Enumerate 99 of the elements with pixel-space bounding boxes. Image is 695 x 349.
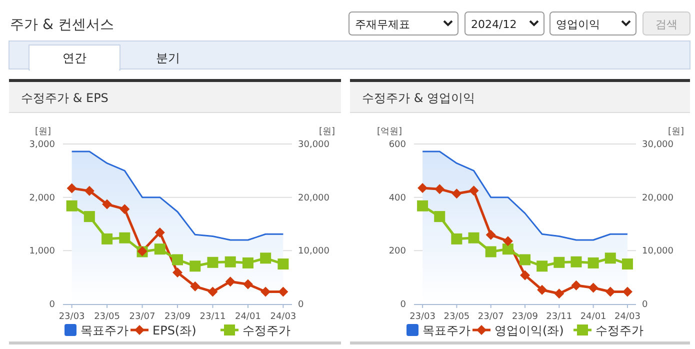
- legend-label: 목표주가: [422, 324, 470, 338]
- point: [468, 186, 479, 196]
- point: [120, 204, 130, 214]
- y2-axis-title: [원]: [318, 127, 335, 137]
- y2-tick-label: 30,000: [642, 140, 674, 150]
- point: [208, 286, 218, 297]
- x-tick-label: 23/11: [546, 312, 572, 322]
- point: [554, 288, 564, 299]
- y-tick-label: 1,000: [29, 246, 56, 257]
- legend-label: EPS(좌): [152, 324, 196, 338]
- y-tick-label: 400: [388, 193, 406, 204]
- y2-tick-label: 0: [642, 300, 648, 310]
- point: [260, 286, 271, 297]
- point: [434, 184, 445, 194]
- point: [84, 211, 95, 222]
- point: [468, 232, 480, 244]
- point: [417, 200, 428, 212]
- point: [119, 232, 130, 244]
- text: 연간: [62, 51, 86, 65]
- legend-label: 목표주가: [80, 324, 128, 338]
- legend-label: 영업이익(좌): [494, 324, 564, 338]
- x-tick-label: 24/01: [580, 312, 606, 322]
- text: 검색: [656, 18, 678, 31]
- point: [588, 257, 599, 268]
- point: [66, 183, 77, 194]
- point: [172, 268, 182, 278]
- point: [260, 252, 272, 264]
- y-tick-label: 0: [400, 300, 406, 310]
- y-axis-title: [억원]: [376, 127, 402, 137]
- point: [570, 256, 582, 268]
- x-tick-label: 23/09: [512, 312, 538, 322]
- point: [207, 256, 218, 268]
- text: 2024/12: [471, 18, 517, 31]
- point: [502, 236, 513, 246]
- x-tick-label: 24/01: [234, 312, 261, 322]
- point: [554, 256, 565, 268]
- point: [242, 279, 253, 290]
- point: [451, 233, 462, 244]
- point: [604, 252, 616, 264]
- point: [536, 260, 548, 272]
- chart-title: 수정주가 & EPS: [21, 91, 108, 105]
- x-tick-label: 23/05: [94, 312, 120, 322]
- point: [225, 276, 236, 287]
- x-tick-label: 23/07: [129, 312, 156, 322]
- y-tick-label: 0: [49, 300, 56, 310]
- point: [242, 257, 254, 268]
- y2-tick-label: 20,000: [642, 193, 674, 204]
- point: [452, 188, 462, 199]
- point: [520, 270, 530, 280]
- point: [605, 286, 616, 297]
- chart-title: 수정주가 & 영업이익: [362, 91, 475, 105]
- y-tick-label: 600: [388, 140, 406, 150]
- x-tick-label: 23/03: [58, 312, 85, 322]
- x-tick-label: 23/05: [444, 312, 470, 322]
- point: [588, 282, 598, 293]
- point: [434, 211, 446, 222]
- point: [485, 246, 496, 258]
- y2-tick-label: 0: [298, 300, 304, 310]
- point: [84, 186, 94, 196]
- x-tick-label: 23/11: [200, 312, 226, 322]
- point: [278, 286, 288, 297]
- y2-axis-title: [원]: [668, 127, 684, 137]
- point: [224, 256, 236, 268]
- text: 영업이익: [556, 18, 600, 31]
- point: [622, 258, 633, 270]
- point: [520, 254, 530, 266]
- y2-tick-label: 10,000: [642, 246, 674, 257]
- x-tick-label: 23/03: [410, 312, 436, 322]
- point: [154, 228, 165, 238]
- x-tick-label: 24/03: [614, 312, 640, 322]
- point: [190, 260, 201, 272]
- x-tick-label: 23/09: [164, 312, 191, 322]
- y-tick-label: 200: [388, 246, 406, 257]
- text: 분기: [156, 51, 180, 65]
- point: [190, 281, 200, 292]
- point: [486, 230, 496, 240]
- point: [502, 244, 514, 255]
- y-tick-label: 2,000: [29, 193, 56, 204]
- point: [418, 183, 428, 193]
- point: [172, 254, 183, 266]
- x-tick-label: 23/07: [478, 312, 504, 322]
- point: [102, 199, 112, 210]
- x-tick-label: 24/03: [270, 312, 296, 322]
- legend-label: 수정주가: [596, 324, 644, 338]
- point: [537, 284, 548, 295]
- y2-tick-label: 30,000: [298, 140, 330, 150]
- point: [278, 258, 289, 270]
- text: 주재무제표: [355, 18, 410, 31]
- point: [154, 244, 166, 255]
- y2-tick-label: 10,000: [298, 246, 330, 257]
- y2-tick-label: 20,000: [298, 193, 330, 204]
- point: [66, 200, 78, 212]
- text: 주가 & 컨센서스: [10, 17, 114, 33]
- point: [571, 280, 582, 290]
- y-axis-title: [원]: [34, 127, 51, 137]
- legend-label: 수정주가: [242, 324, 290, 338]
- point: [102, 233, 113, 244]
- y-tick-label: 3,000: [29, 140, 56, 150]
- point: [622, 286, 632, 297]
